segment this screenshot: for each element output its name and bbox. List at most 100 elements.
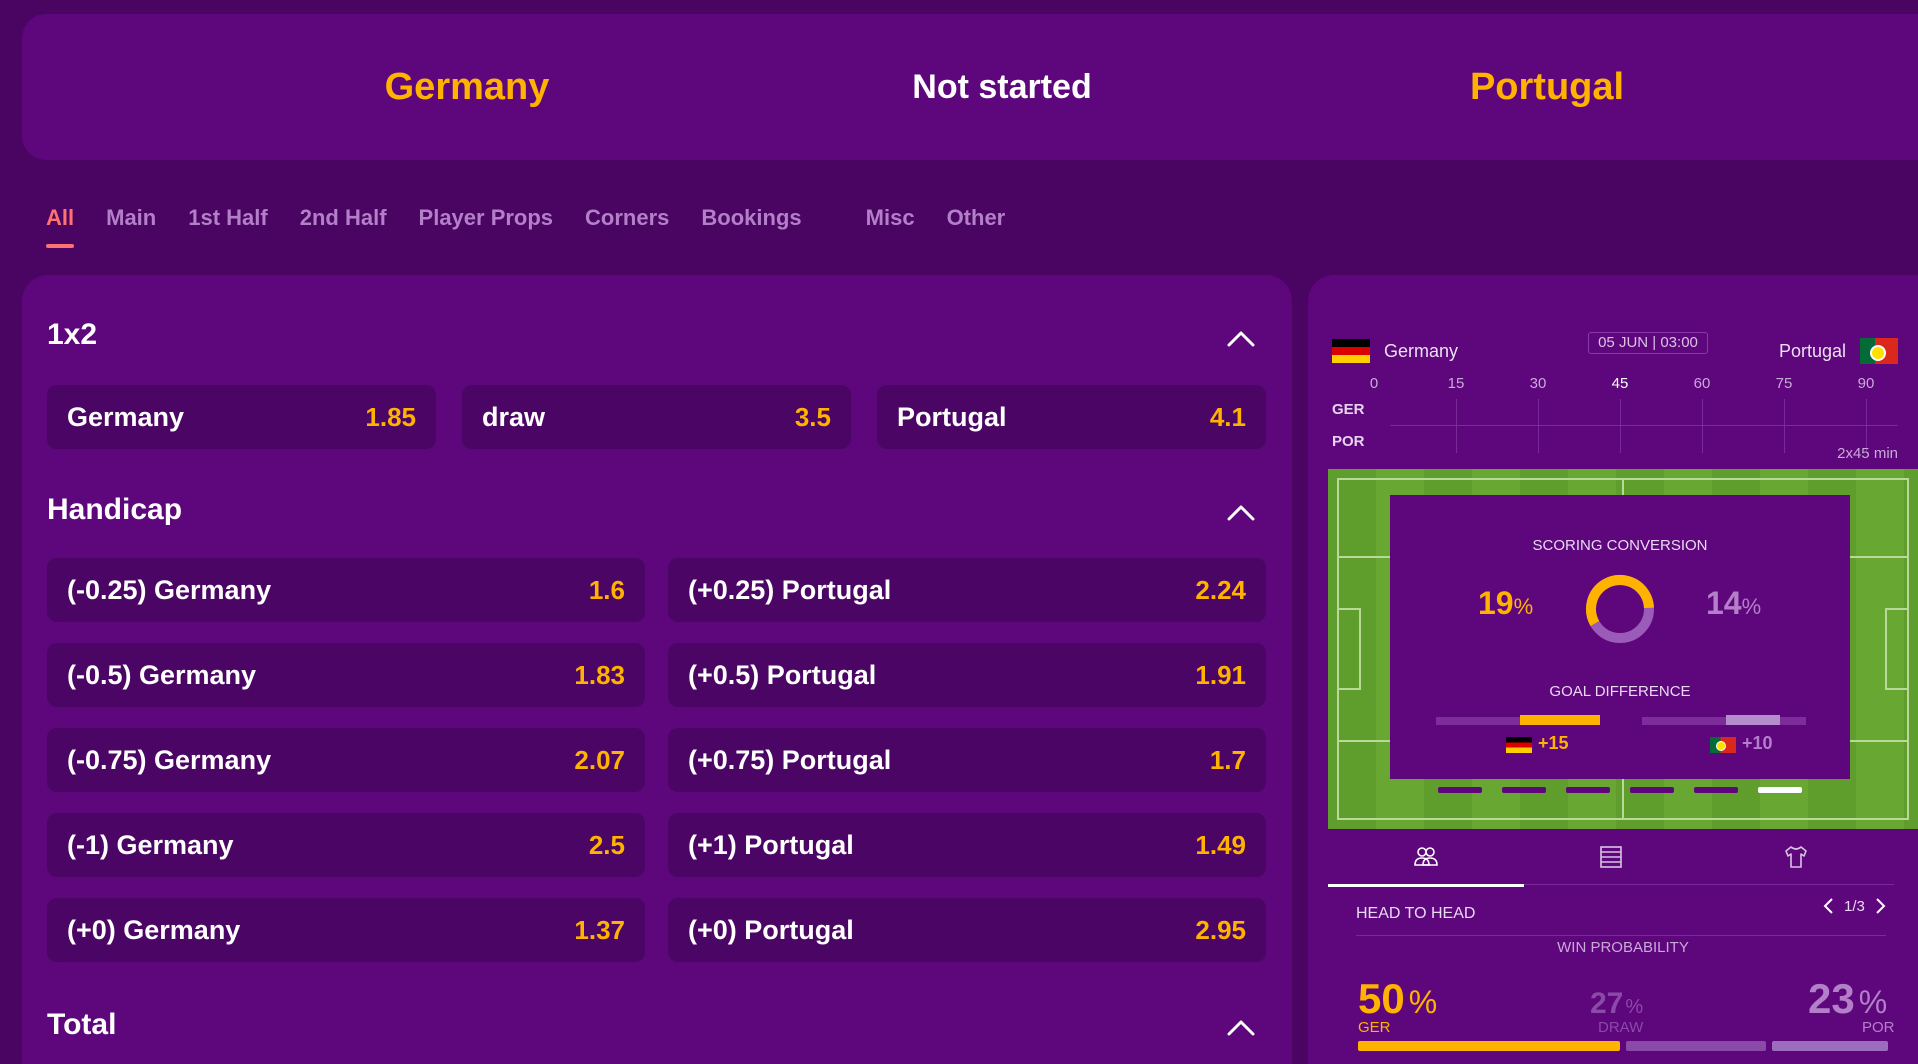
away-conversion-value: 14 [1706, 585, 1742, 621]
slide-dot[interactable] [1502, 787, 1546, 793]
timeline-gridline [1702, 399, 1703, 453]
odd-label: Portugal [897, 401, 1007, 432]
head-to-head-icon [1414, 847, 1438, 866]
goal-difference-title: GOAL DIFFERENCE [1549, 683, 1691, 700]
football-pitch: SCORING CONVERSION 19% 14% GOAL DIFFEREN… [1328, 469, 1918, 829]
timeline-gridline [1538, 399, 1539, 453]
odd-handicap-away[interactable]: (+0.5) Portugal 1.91 [668, 643, 1266, 707]
odd-handicap-away[interactable]: (+1) Portugal 1.49 [668, 813, 1266, 877]
odd-label: (+0) Germany [67, 914, 241, 945]
odd-handicap-home[interactable]: (-0.25) Germany 1.6 [47, 558, 645, 622]
odd-value: 4.1 [1209, 401, 1246, 432]
odd-label: (+1) Portugal [688, 829, 854, 860]
head-to-head-title: HEAD TO HEAD [1356, 905, 1476, 922]
home-win-value: 50 [1358, 975, 1405, 1022]
chevron-up-icon [1227, 1020, 1255, 1036]
scoring-overlay: SCORING CONVERSION 19% 14% GOAL DIFFEREN… [1390, 495, 1850, 779]
away-goal-diff-track [1642, 717, 1806, 725]
home-goal-diff: +15 [1538, 733, 1569, 753]
market-title-handicap: Handicap [47, 493, 183, 526]
germany-flag-icon [1506, 737, 1532, 753]
odd-label: (-0.25) Germany [67, 574, 272, 605]
away-win-label: POR [1862, 1019, 1895, 1036]
tab-lineups[interactable] [1698, 829, 1894, 885]
collapse-1x2-button[interactable] [1224, 322, 1258, 356]
tab-misc[interactable]: Misc [865, 205, 915, 230]
tab-standings[interactable] [1513, 829, 1709, 885]
timeline-gridline [1866, 399, 1867, 453]
scoring-conversion-title: SCORING CONVERSION [1532, 537, 1708, 554]
tab-all[interactable]: All [46, 200, 75, 250]
odd-handicap-home[interactable]: (+0) Germany 1.37 [47, 898, 645, 962]
market-tabs: All Main 1st Half 2nd Half Player Props … [46, 200, 1037, 250]
chevron-up-icon [1227, 505, 1255, 521]
timeline-away-label: POR [1332, 433, 1365, 450]
slide-dot[interactable] [1694, 787, 1738, 793]
percent-sign: % [1741, 594, 1762, 619]
home-team-name: Germany [384, 65, 550, 108]
standings-icon [1600, 846, 1622, 868]
odd-handicap-away[interactable]: (+0.25) Portugal 2.24 [668, 558, 1266, 622]
timeline-home-label: GER [1332, 401, 1365, 418]
chevron-right-icon[interactable] [1869, 895, 1891, 917]
odd-handicap-home[interactable]: (-0.5) Germany 1.83 [47, 643, 645, 707]
percent-sign: % [1408, 984, 1438, 1020]
odd-1x2-away[interactable]: Portugal 4.1 [877, 385, 1266, 449]
timeline-divider [1390, 425, 1898, 426]
odd-label: (-0.75) Germany [67, 744, 272, 775]
odd-1x2-home[interactable]: Germany 1.85 [47, 385, 436, 449]
collapse-total-button[interactable] [1224, 1011, 1258, 1045]
slide-dot[interactable] [1438, 787, 1482, 793]
odd-handicap-home[interactable]: (-1) Germany 2.5 [47, 813, 645, 877]
stats-panel: Germany 05 JUN | 03:00 Portugal 0 15 30 … [1308, 275, 1918, 1064]
match-header: Germany Not started Portugal [22, 14, 1918, 160]
stats-home-team: Germany [1384, 341, 1459, 361]
odd-label: (+0.75) Portugal [688, 744, 892, 775]
odd-value: 2.24 [1195, 574, 1246, 605]
tab-1st-half[interactable]: 1st Half [188, 205, 268, 230]
odd-handicap-away[interactable]: (+0.75) Portugal 1.7 [668, 728, 1266, 792]
tab-bookings[interactable]: Bookings [701, 205, 802, 230]
away-win-bar [1772, 1041, 1888, 1051]
away-win-value: 23 [1808, 975, 1855, 1022]
odd-label: (+0.5) Portugal [688, 659, 877, 690]
home-conversion: 19% [1478, 585, 1533, 622]
tab-other[interactable]: Other [946, 205, 1006, 230]
slide-dot[interactable] [1630, 787, 1674, 793]
slide-dot[interactable] [1566, 787, 1610, 793]
odd-value: 2.95 [1195, 914, 1246, 945]
timeline-gridline [1784, 399, 1785, 453]
percent-sign: % [1858, 984, 1888, 1020]
match-status: Not started [912, 67, 1092, 106]
tab-corners[interactable]: Corners [585, 205, 670, 230]
market-title-total: Total [47, 1008, 117, 1041]
tab-main[interactable]: Main [106, 205, 157, 230]
odd-value: 1.7 [1209, 744, 1246, 775]
slide-indicators [1438, 787, 1822, 793]
tab-2nd-half[interactable]: 2nd Half [299, 205, 387, 230]
odd-handicap-home[interactable]: (-0.75) Germany 2.07 [47, 728, 645, 792]
away-conversion: 14% [1706, 585, 1761, 622]
slide-dot-active[interactable] [1758, 787, 1802, 793]
match-duration: 2x45 min [1837, 445, 1898, 462]
markets-panel: 1x2 Germany 1.85 draw 3.5 Portugal 4.1 H… [22, 275, 1292, 1064]
timeline-tick: 60 [1693, 375, 1711, 392]
odd-label: (-0.5) Germany [67, 659, 257, 690]
odd-value: 2.07 [574, 744, 625, 775]
chevron-left-icon[interactable] [1818, 895, 1840, 917]
collapse-handicap-button[interactable] [1224, 496, 1258, 530]
chevron-up-icon [1227, 331, 1255, 347]
odd-1x2-draw[interactable]: draw 3.5 [462, 385, 851, 449]
odd-handicap-away[interactable]: (+0) Portugal 2.95 [668, 898, 1266, 962]
stats-away-team: Portugal [1778, 341, 1846, 361]
odd-value: 3.5 [794, 401, 831, 432]
tab-head-to-head[interactable] [1328, 829, 1524, 887]
match-date: 05 JUN | 03:00 [1588, 332, 1708, 354]
page-indicator: 1/3 [1844, 897, 1865, 915]
percent-sign: % [1513, 594, 1534, 619]
draw-label: DRAW [1598, 1019, 1644, 1036]
win-probability-title: WIN PROBABILITY [1557, 939, 1689, 956]
tab-player-props[interactable]: Player Props [418, 205, 554, 230]
stats-tabs [1328, 829, 1894, 887]
away-win-probability: 23% [1808, 975, 1887, 1023]
